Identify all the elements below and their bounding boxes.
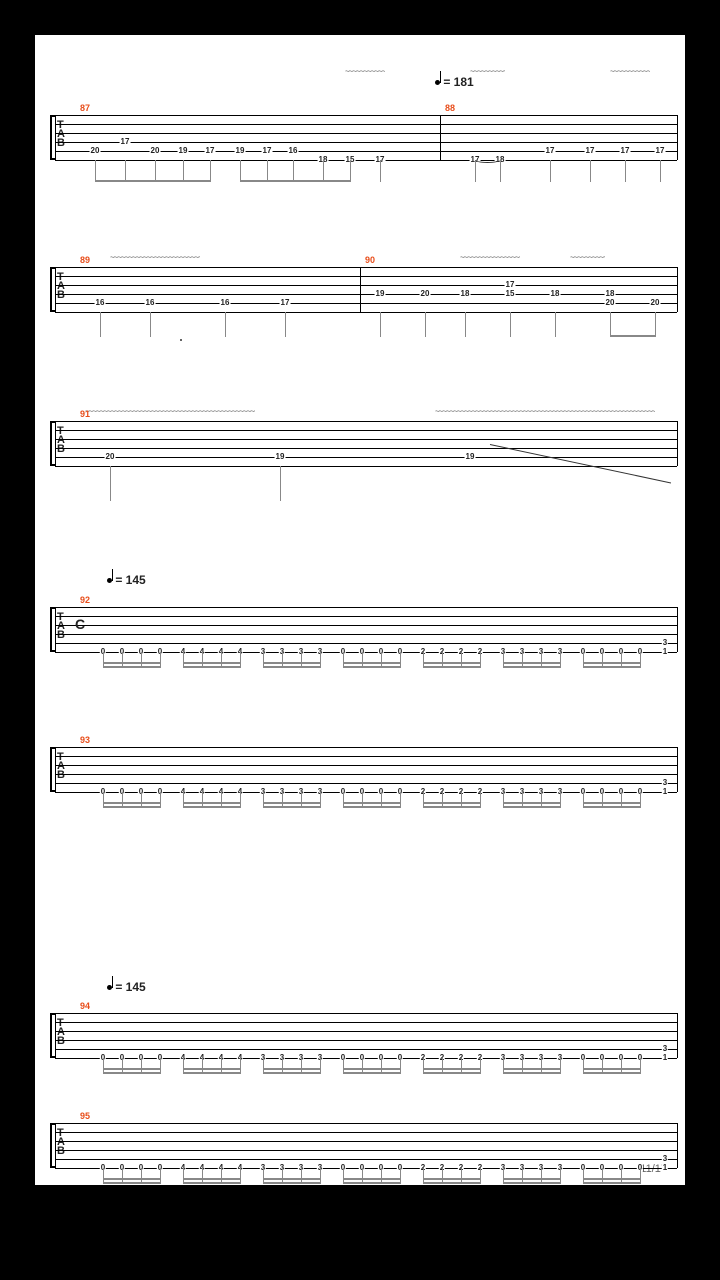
barline <box>55 747 56 792</box>
measure-number: 95 <box>80 1111 90 1121</box>
fret-number: 3 <box>662 1045 668 1053</box>
measure-number: 88 <box>445 103 455 113</box>
fret-number: 17 <box>280 299 291 307</box>
tab-staff: TAB95000044443333000022223333000031 <box>55 1123 677 1203</box>
fret-number: 19 <box>275 453 286 461</box>
barline <box>55 267 56 312</box>
fret-number: 1 <box>662 1164 668 1172</box>
fret-number: 3 <box>662 779 668 787</box>
time-signature: C <box>75 619 85 630</box>
fret-number: 1 <box>662 788 668 796</box>
barline <box>677 115 678 160</box>
fret-number: 20 <box>105 453 116 461</box>
fret-number: 18 <box>605 290 616 298</box>
fret-number: 20 <box>150 147 161 155</box>
fret-number: 20 <box>605 299 616 307</box>
fret-number: 17 <box>585 147 596 155</box>
tie <box>475 157 500 163</box>
measure-number: 94 <box>80 1001 90 1011</box>
tab-staff: TAB91201919 <box>55 421 677 501</box>
barline <box>677 1013 678 1058</box>
measure-number: 93 <box>80 735 90 745</box>
tab-staff: TAB94000044443333000022223333000031 <box>55 1013 677 1093</box>
fret-number: 20 <box>650 299 661 307</box>
fret-number: 19 <box>235 147 246 155</box>
fret-number: 19 <box>375 290 386 298</box>
tab-staff: TAB8788201720191719171618151717181717171… <box>55 115 677 195</box>
fret-number: 17 <box>262 147 273 155</box>
barline <box>440 115 441 160</box>
measure-number: 92 <box>80 595 90 605</box>
barline <box>360 267 361 312</box>
barline <box>55 1123 56 1168</box>
tempo-marking: = 145 <box>107 980 146 994</box>
vibrato-marking: ~~~~~~~~~~~~~~~~~~~~~~~~~~~~~~~~~~~~~~~~… <box>470 67 505 76</box>
measure-number: 89 <box>80 255 90 265</box>
fret-number: 17 <box>205 147 216 155</box>
tab-clef: TAB <box>57 753 66 780</box>
tempo-marking: = 145 <box>107 573 146 587</box>
fret-number: 17 <box>505 281 516 289</box>
fret-number: 17 <box>620 147 631 155</box>
tab-clef: TAB <box>57 273 66 300</box>
vibrato-marking: ~~~~~~~~~~~~~~~~~~~~~~~~~~~~~~~~~~~~~~~~… <box>460 253 520 262</box>
fret-number: 3 <box>662 639 668 647</box>
measure-number: 90 <box>365 255 375 265</box>
fret-number: 18 <box>550 290 561 298</box>
vibrato-marking: ~~~~~~~~~~~~~~~~~~~~~~~~~~~~~~~~~~~~~~~~… <box>610 67 650 76</box>
barline <box>55 115 56 160</box>
fret-number: 16 <box>220 299 231 307</box>
fret-number: 16 <box>95 299 106 307</box>
vibrato-marking: ~~~~~~~~~~~~~~~~~~~~~~~~~~~~~~~~~~~~~~~~… <box>85 407 255 416</box>
vibrato-marking: ~~~~~~~~~~~~~~~~~~~~~~~~~~~~~~~~~~~~~~~~… <box>110 253 200 262</box>
quarter-note-icon <box>435 80 440 85</box>
fret-number: 18 <box>460 290 471 298</box>
tab-clef: TAB <box>57 1129 66 1156</box>
barline <box>677 1123 678 1168</box>
vibrato-marking: ~~~~~~~~~~~~~~~~~~~~~~~~~~~~~~~~~~~~~~~~… <box>570 253 605 262</box>
barline <box>677 421 678 466</box>
vibrato-marking: ~~~~~~~~~~~~~~~~~~~~~~~~~~~~~~~~~~~~~~~~… <box>435 407 655 416</box>
barline <box>677 747 678 792</box>
tab-clef: TAB <box>57 1019 66 1046</box>
fret-number: 19 <box>465 453 476 461</box>
tab-staff: TAB93000044443333000022223333000031 <box>55 747 677 827</box>
measure-number: 87 <box>80 103 90 113</box>
fret-number: 19 <box>178 147 189 155</box>
fret-number: 17 <box>120 138 131 146</box>
fret-number: 15 <box>505 290 516 298</box>
tab-clef: TAB <box>57 613 66 640</box>
fret-number: 1 <box>662 1054 668 1062</box>
fret-number: 17 <box>655 147 666 155</box>
fret-number: 1 <box>662 648 668 656</box>
barline <box>55 1013 56 1058</box>
vibrato-marking: ~~~~~~~~~~~~~~~~~~~~~~~~~~~~~~~~~~~~~~~~… <box>345 67 385 76</box>
fret-number: 3 <box>662 1155 668 1163</box>
tab-clef: TAB <box>57 427 66 454</box>
tab-clef: TAB <box>57 121 66 148</box>
barline <box>55 421 56 466</box>
fret-number: 20 <box>420 290 431 298</box>
barline <box>677 607 678 652</box>
fret-number: 17 <box>545 147 556 155</box>
fret-number: 20 <box>90 147 101 155</box>
barline <box>55 607 56 652</box>
measure-number: 91 <box>80 409 90 419</box>
fret-number: 16 <box>288 147 299 155</box>
slide-line <box>490 444 671 483</box>
tab-sheet: 11/17 = 181 = 145 = 145~~~~~~~~~~~~~~~~~… <box>35 35 685 1185</box>
tempo-marking: = 181 <box>435 75 474 89</box>
quarter-note-icon <box>107 985 112 990</box>
fret-number: 16 <box>145 299 156 307</box>
quarter-note-icon <box>107 578 112 583</box>
tab-staff: TAB92C000044443333000022223333000031 <box>55 607 677 687</box>
barline <box>677 267 678 312</box>
tab-staff: TAB899016161617192018171518182020 <box>55 267 677 347</box>
